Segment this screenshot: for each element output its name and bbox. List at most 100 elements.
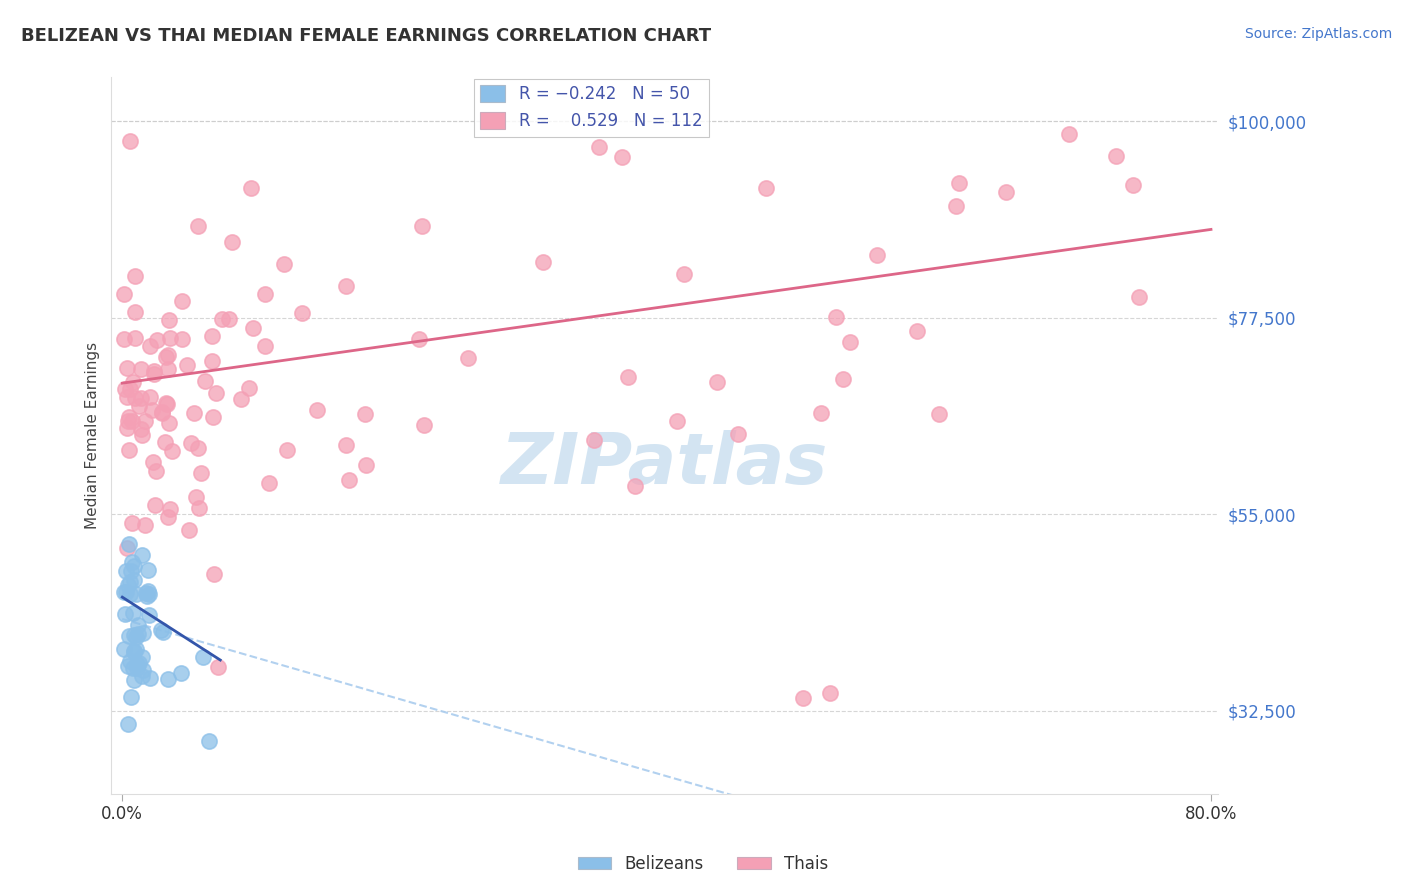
- Point: [866, 248, 889, 262]
- Point: [221, 235, 243, 250]
- Point: [818, 686, 841, 700]
- Point: [792, 690, 814, 705]
- Point: [179, 523, 201, 537]
- Y-axis label: Median Female Earnings: Median Female Earnings: [86, 342, 100, 529]
- Point: [353, 407, 375, 421]
- Point: [257, 476, 280, 491]
- Point: [118, 409, 141, 424]
- Point: [124, 305, 146, 319]
- Point: [118, 629, 141, 643]
- Point: [121, 516, 143, 530]
- Point: [273, 257, 295, 271]
- Point: [588, 140, 610, 154]
- Point: [202, 409, 225, 424]
- Point: [354, 458, 377, 472]
- Point: [307, 402, 329, 417]
- Point: [184, 490, 207, 504]
- Point: [156, 672, 179, 686]
- Point: [159, 331, 181, 345]
- Point: [122, 559, 145, 574]
- Point: [122, 661, 145, 675]
- Point: [120, 134, 142, 148]
- Point: [131, 428, 153, 442]
- Point: [112, 332, 135, 346]
- Point: [115, 585, 138, 599]
- Point: [115, 564, 138, 578]
- Point: [125, 642, 148, 657]
- Point: [142, 455, 165, 469]
- Point: [121, 555, 143, 569]
- Point: [134, 413, 156, 427]
- Point: [121, 375, 143, 389]
- Legend: R = −0.242   N = 50, R =    0.529   N = 112: R = −0.242 N = 50, R = 0.529 N = 112: [474, 78, 709, 136]
- Point: [1128, 290, 1150, 304]
- Point: [408, 332, 430, 346]
- Point: [136, 563, 159, 577]
- Point: [117, 414, 139, 428]
- Point: [118, 587, 141, 601]
- Text: Source: ZipAtlas.com: Source: ZipAtlas.com: [1244, 27, 1392, 41]
- Point: [211, 311, 233, 326]
- Point: [202, 566, 225, 581]
- Point: [218, 311, 240, 326]
- Point: [125, 661, 148, 675]
- Point: [121, 414, 143, 428]
- Point: [612, 149, 634, 163]
- Point: [125, 587, 148, 601]
- Point: [112, 584, 135, 599]
- Point: [122, 574, 145, 588]
- Point: [198, 734, 221, 748]
- Point: [142, 364, 165, 378]
- Point: [170, 293, 193, 308]
- Point: [194, 375, 217, 389]
- Point: [1122, 178, 1144, 192]
- Text: BELIZEAN VS THAI MEDIAN FEMALE EARNINGS CORRELATION CHART: BELIZEAN VS THAI MEDIAN FEMALE EARNINGS …: [21, 27, 711, 45]
- Point: [170, 665, 193, 680]
- Point: [129, 391, 152, 405]
- Point: [131, 650, 153, 665]
- Point: [928, 407, 950, 421]
- Point: [114, 382, 136, 396]
- Text: ZIPatlas: ZIPatlas: [501, 430, 828, 499]
- Point: [141, 402, 163, 417]
- Point: [135, 589, 157, 603]
- Point: [117, 716, 139, 731]
- Point: [145, 464, 167, 478]
- Point: [132, 664, 155, 678]
- Point: [112, 287, 135, 301]
- Point: [131, 626, 153, 640]
- Point: [706, 375, 728, 389]
- Point: [131, 422, 153, 436]
- Point: [665, 414, 688, 428]
- Point: [115, 390, 138, 404]
- Point: [205, 385, 228, 400]
- Point: [201, 328, 224, 343]
- Point: [616, 370, 638, 384]
- Point: [412, 417, 434, 432]
- Point: [128, 656, 150, 670]
- Point: [810, 406, 832, 420]
- Point: [114, 607, 136, 622]
- Point: [1105, 149, 1128, 163]
- Point: [124, 268, 146, 283]
- Point: [128, 400, 150, 414]
- Point: [115, 420, 138, 434]
- Point: [337, 473, 360, 487]
- Point: [156, 397, 179, 411]
- Point: [152, 625, 174, 640]
- Point: [145, 333, 167, 347]
- Point: [121, 690, 143, 705]
- Point: [156, 348, 179, 362]
- Point: [155, 396, 177, 410]
- Point: [124, 392, 146, 406]
- Point: [755, 181, 778, 195]
- Point: [832, 372, 855, 386]
- Point: [138, 583, 160, 598]
- Point: [121, 606, 143, 620]
- Point: [531, 254, 554, 268]
- Point: [118, 382, 141, 396]
- Point: [127, 657, 149, 671]
- Point: [150, 405, 173, 419]
- Point: [201, 354, 224, 368]
- Point: [231, 392, 253, 406]
